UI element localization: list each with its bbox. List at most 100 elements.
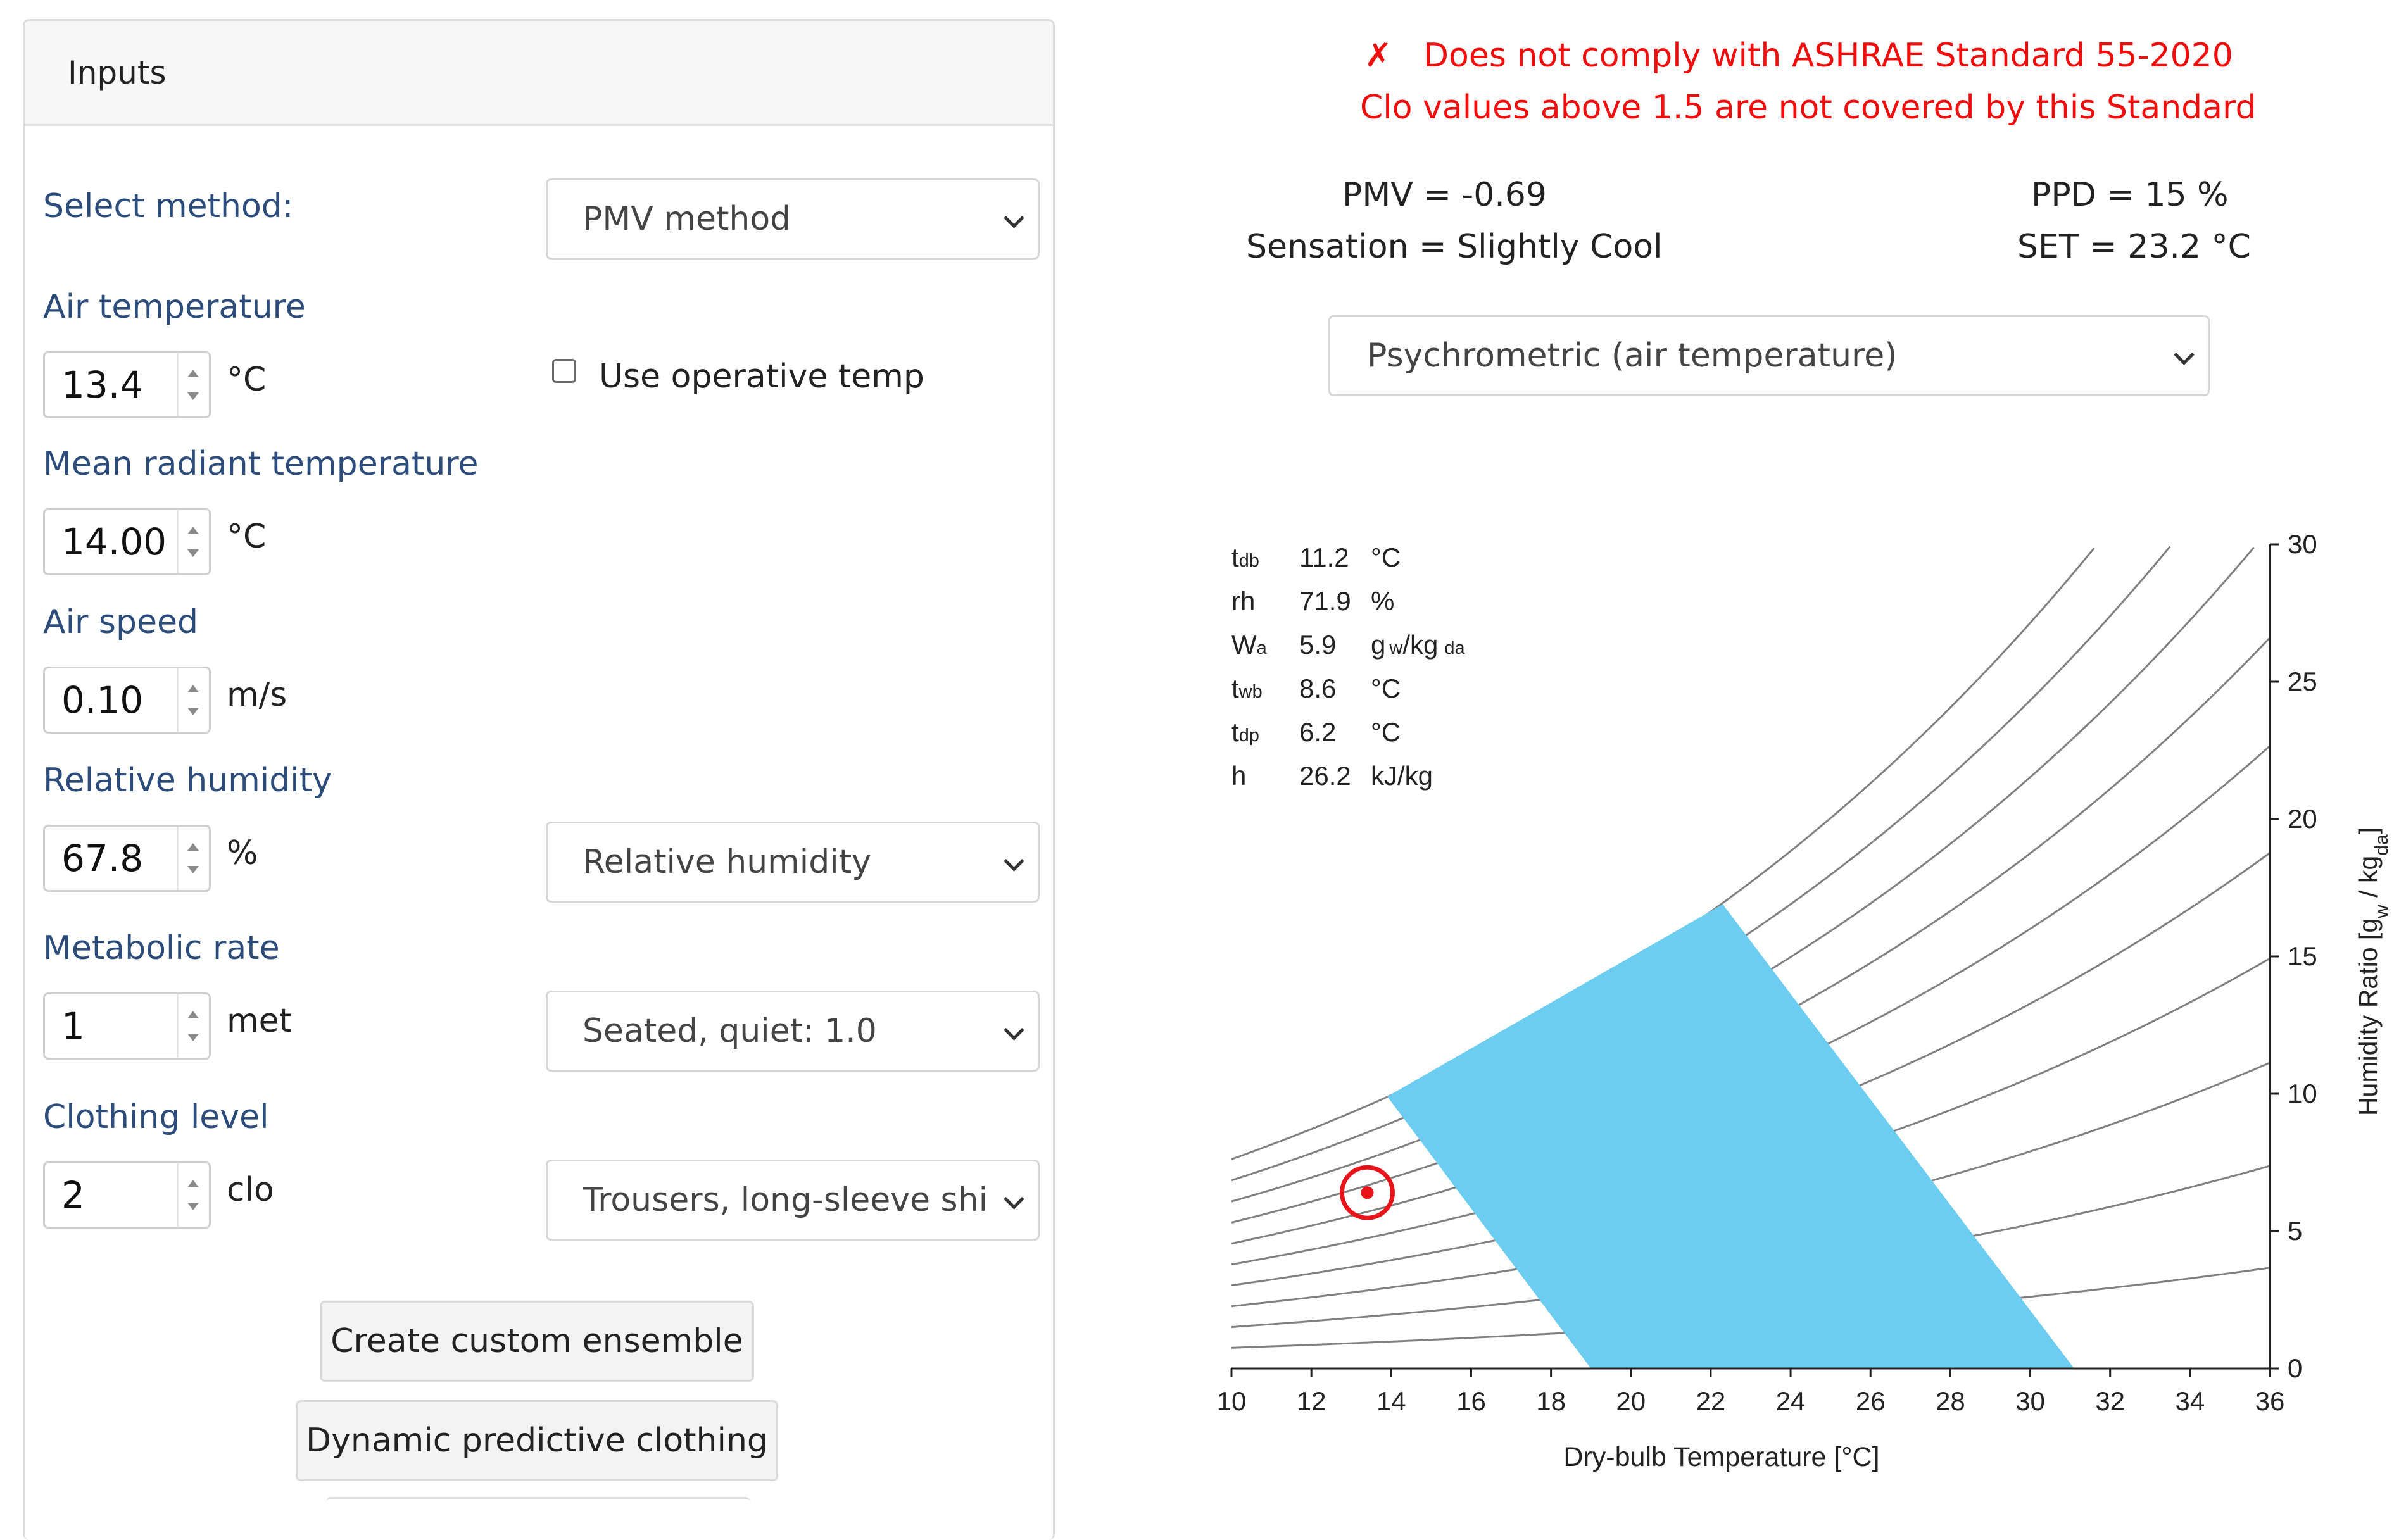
x-tick-label: 22 [1696, 1386, 1726, 1416]
readout-tdb-unit: °C [1371, 542, 1401, 572]
compliance-status: Does not comply with ASHRAE Standard 55-… [1423, 37, 2233, 75]
air-speed-input[interactable]: 0.10 [43, 667, 211, 734]
readout-twb-value: 8.6 [1299, 673, 1336, 703]
relative-humidity-input[interactable]: 67.8 [43, 825, 211, 892]
relative-humidity-label: Relative humidity [43, 761, 332, 799]
air-temperature-value: 13.4 [61, 363, 144, 406]
marker-ring [1339, 1165, 1395, 1220]
next-button-edge [326, 1497, 750, 1524]
clothing-level-input[interactable]: 2 [43, 1161, 211, 1229]
mean-radiant-temperature-input[interactable]: 14.00 [43, 508, 211, 575]
readout-tdb-symbol: tdb [1231, 542, 1259, 572]
activity-value: Seated, quiet: 1.0 [583, 1012, 877, 1050]
metabolic-rate-value: 1 [61, 1005, 85, 1048]
x-tick-label: 14 [1376, 1386, 1406, 1416]
chart-type-value: Psychrometric (air temperature) [1367, 337, 1898, 375]
air-temperature-input[interactable]: 13.4 [43, 351, 211, 418]
pmv-value: PMV = -0.69 [1342, 176, 1547, 214]
mean-radiant-temperature-unit: °C [227, 518, 267, 556]
chart-axes: 10 12 14 16 18 20 22 24 26 28 30 32 34 360 5 10 15 20 25 30 [1217, 529, 2317, 1416]
x-tick-label: 10 [1217, 1386, 1247, 1416]
x-tick-label: 28 [1936, 1386, 1965, 1416]
metabolic-rate-label: Metabolic rate [43, 929, 280, 967]
x-tick-label: 24 [1776, 1386, 1806, 1416]
readout-h-value: 26.2 [1299, 761, 1351, 791]
x-tick-label: 36 [2255, 1386, 2285, 1416]
mean-radiant-temperature-spinner[interactable] [177, 510, 209, 573]
y-tick-label: 0 [2288, 1353, 2302, 1383]
inputs-header: Inputs [25, 21, 1053, 126]
air-temperature-spinner[interactable] [177, 353, 209, 416]
readout-twb-unit: °C [1371, 673, 1401, 703]
inputs-panel: Inputs [23, 19, 1055, 1540]
current-condition-marker[interactable] [1339, 1165, 1395, 1220]
chart-type-select[interactable]: Psychrometric (air temperature) [1328, 315, 2210, 396]
x-tick-label: 20 [1616, 1386, 1646, 1416]
activity-select[interactable]: Seated, quiet: 1.0 [546, 991, 1040, 1072]
readout-rh-symbol: rh [1231, 586, 1255, 616]
ppd-value: PPD = 15 % [2031, 176, 2229, 214]
y-tick-label: 25 [2288, 667, 2317, 696]
readout-rh-value: 71.9 [1299, 586, 1351, 616]
air-speed-unit: m/s [227, 676, 287, 714]
method-label: Select method: [43, 187, 294, 225]
y-tick-label: 5 [2288, 1216, 2302, 1246]
clothing-level-value: 2 [61, 1174, 85, 1217]
air-temperature-label: Air temperature [43, 288, 306, 326]
air-speed-value: 0.10 [61, 679, 144, 722]
set-value: SET = 23.2 °C [2017, 228, 2251, 266]
comfort-zone [1387, 904, 2074, 1368]
x-tick-label: 32 [2095, 1386, 2125, 1416]
mean-radiant-temperature-value: 14.00 [61, 520, 167, 563]
y-tick-label: 20 [2288, 804, 2317, 834]
readout-tdp-unit: °C [1371, 717, 1401, 747]
readout-tdb-value: 11.2 [1299, 542, 1349, 572]
x-axis-title: Dry-bulb Temperature [°C] [1563, 1442, 1879, 1472]
y-axis-title: Humidity Ratio [gw / kgda] [2353, 827, 2392, 1116]
readout-wa-value: 5.9 [1299, 630, 1336, 660]
y-tick-label: 10 [2288, 1079, 2317, 1108]
metabolic-rate-input[interactable]: 1 [43, 992, 211, 1060]
method-select-value: PMV method [583, 200, 791, 238]
readout-wa-symbol: Wa [1231, 630, 1268, 660]
x-tick-label: 26 [1856, 1386, 1886, 1416]
method-select[interactable]: PMV method [546, 178, 1040, 260]
y-tick-label: 30 [2288, 529, 2317, 559]
clothing-ensemble-select[interactable]: Trousers, long-sleeve shir [546, 1160, 1040, 1241]
metabolic-rate-unit: met [227, 1002, 293, 1040]
readout-twb-symbol: twb [1231, 673, 1263, 703]
mean-radiant-temperature-label: Mean radiant temperature [43, 445, 479, 483]
relative-humidity-unit: % [227, 834, 258, 872]
air-speed-spinner[interactable] [177, 668, 209, 732]
metabolic-rate-spinner[interactable] [177, 994, 209, 1058]
x-tick-label: 16 [1456, 1386, 1486, 1416]
readout-wa-unit: g w/kg da [1371, 630, 1465, 660]
create-custom-ensemble-button[interactable]: Create custom ensemble [320, 1301, 754, 1382]
operative-temp-label: Use operative temp [599, 358, 924, 396]
x-tick-label: 12 [1297, 1386, 1326, 1416]
non-compliance-icon: ✗ [1364, 37, 1392, 75]
readout-tdp-symbol: tdp [1231, 717, 1259, 747]
sensation-value: Sensation = Slightly Cool [1246, 228, 1663, 266]
humidity-mode-value: Relative humidity [583, 843, 871, 881]
relative-humidity-spinner[interactable] [177, 827, 209, 890]
readout-tdp-value: 6.2 [1299, 717, 1336, 747]
x-tick-label: 18 [1536, 1386, 1566, 1416]
clothing-level-unit: clo [227, 1171, 274, 1209]
x-tick-label: 34 [2175, 1386, 2205, 1416]
compliance-note: Clo values above 1.5 are not covered by … [1360, 89, 2257, 127]
operative-temp-checkbox[interactable] [552, 359, 576, 383]
readout-h-unit: kJ/kg [1371, 761, 1433, 791]
hover-readout: tdb 11.2 °C rh 71.9 % Wa 5.9 g w/kg da twb… [1231, 542, 1465, 791]
x-tick-label: 30 [2015, 1386, 2045, 1416]
clothing-ensemble-value: Trousers, long-sleeve shir [583, 1181, 988, 1219]
clothing-level-label: Clothing level [43, 1098, 269, 1136]
humidity-mode-select[interactable]: Relative humidity [546, 822, 1040, 903]
air-temperature-unit: °C [227, 361, 267, 399]
readout-h-symbol: h [1231, 761, 1246, 791]
clothing-level-spinner[interactable] [177, 1163, 209, 1227]
dynamic-predictive-clothing-button[interactable]: Dynamic predictive clothing [296, 1400, 778, 1481]
relative-humidity-value: 67.8 [61, 837, 144, 880]
marker-dot [1361, 1186, 1374, 1199]
